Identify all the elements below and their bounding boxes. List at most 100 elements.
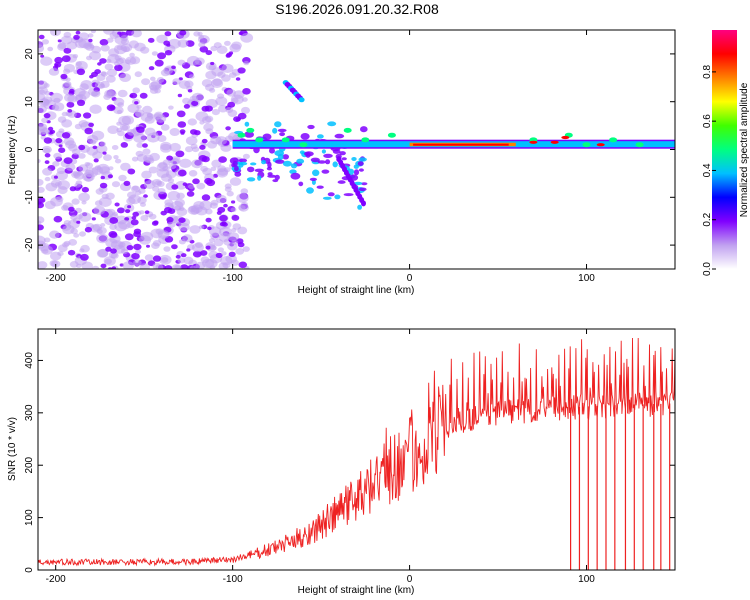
noise-blob (201, 105, 210, 112)
snr-xlabel: Height of straight line (km) (298, 585, 415, 596)
noise-blob (189, 265, 197, 269)
noise-blob (131, 156, 139, 162)
x-tick-label: -100 (223, 273, 243, 284)
noise-blob (91, 71, 98, 78)
noise-blob (131, 216, 137, 220)
noise-blob (61, 205, 69, 211)
noise-blob (135, 150, 144, 157)
transition-blob (321, 149, 326, 154)
noise-blob (224, 40, 231, 46)
noise-blob (74, 182, 81, 188)
transition-blob (321, 169, 330, 174)
noise-blob (73, 34, 80, 40)
noise-blob (171, 200, 184, 211)
noise-blob (40, 56, 53, 66)
noise-blob (151, 51, 158, 56)
noise-blob (224, 183, 232, 189)
transition-blob (296, 158, 305, 164)
noise-blob (210, 232, 220, 240)
noise-blob (137, 196, 147, 204)
noise-blob (99, 58, 107, 64)
noise-blob (58, 144, 63, 148)
noise-blob (108, 48, 120, 57)
noise-blob (219, 214, 228, 222)
noise-blob (142, 143, 148, 148)
noise-blob (154, 88, 161, 94)
noise-blob (43, 113, 51, 119)
noise-blob (201, 138, 208, 144)
snr-ticks: -200 -100 0 100 0 100 200 300 400 (24, 329, 675, 585)
noise-blob (216, 168, 228, 178)
x-tick-label: 0 (407, 273, 413, 284)
transition-blob (309, 177, 317, 181)
noise-blob (182, 234, 193, 243)
noise-blob (164, 50, 173, 56)
noise-blob (64, 93, 75, 103)
noise-blob (188, 170, 198, 177)
noise-blob (177, 169, 187, 177)
noise-blob (38, 105, 47, 114)
transition-blob (358, 157, 367, 162)
noise-blob (222, 262, 231, 269)
noise-blob (171, 244, 178, 250)
spectrogram-data (38, 30, 675, 269)
noise-blob (205, 128, 214, 135)
noise-blob (94, 200, 103, 207)
noise-blob (199, 46, 209, 53)
noise-blob (87, 33, 94, 38)
noise-blob (62, 224, 75, 235)
noise-blob (119, 123, 130, 132)
noise-blob (226, 52, 233, 58)
noise-blob (152, 240, 162, 247)
noise-blob (194, 57, 205, 66)
noise-blob (63, 220, 71, 226)
noise-blob (242, 246, 250, 252)
noise-blob (53, 175, 58, 179)
transition-blob (277, 153, 284, 160)
noise-blob (179, 30, 187, 36)
transition-blob (332, 161, 338, 168)
noise-blob (242, 153, 250, 160)
noise-blob (132, 211, 139, 217)
noise-blob (136, 104, 142, 109)
y-tick-label: 300 (24, 404, 35, 421)
transition-blob (261, 159, 267, 165)
noise-blob (117, 89, 128, 98)
noise-blob (125, 209, 131, 214)
colorbar-scale (712, 30, 737, 269)
noise-blob (89, 51, 101, 61)
noise-blob (169, 142, 181, 152)
noise-blob (227, 101, 236, 108)
noise-blob (55, 170, 68, 181)
noise-blob (103, 30, 115, 35)
carrier-blob (361, 137, 370, 143)
noise-blob (129, 52, 135, 58)
noise-blob (45, 182, 58, 192)
snr-line (38, 337, 675, 567)
noise-blob (53, 215, 63, 223)
noise-blob (201, 194, 211, 201)
transition-blob (310, 157, 320, 163)
noise-blob (192, 146, 200, 153)
noise-blob (65, 163, 76, 171)
noise-blob (201, 156, 210, 163)
noise-blob (143, 154, 154, 163)
noise-blob (210, 166, 217, 171)
noise-blob (107, 125, 119, 134)
noise-blob (38, 220, 42, 225)
noise-blob (43, 137, 53, 144)
y-tick-label: -20 (24, 237, 35, 252)
carrier-hot (529, 140, 538, 144)
noise-blob (66, 41, 78, 50)
noise-blob (164, 265, 173, 269)
carrier-peak (413, 143, 509, 146)
noise-blob (140, 215, 149, 222)
noise-blob (104, 63, 114, 71)
chart-title: S196.2026.091.20.32.R08 (275, 1, 439, 17)
colorbar-tick-label: 0.8 (702, 64, 713, 78)
noise-blob (177, 93, 183, 98)
transition-blob (279, 132, 285, 137)
noise-blob (90, 30, 96, 34)
